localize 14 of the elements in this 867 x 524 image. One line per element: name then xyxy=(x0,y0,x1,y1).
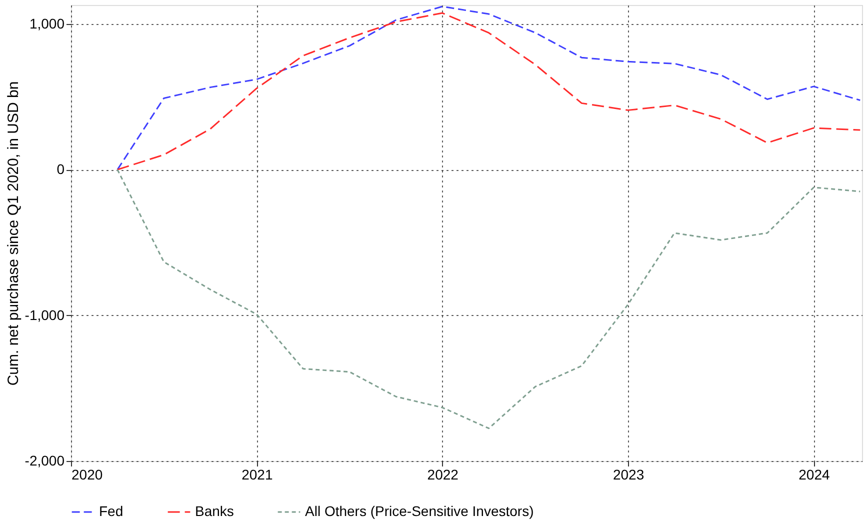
line-series xyxy=(116,168,861,430)
x-tick-label: 2020 xyxy=(72,466,103,482)
y-tick-label: -2,000 xyxy=(24,452,65,468)
legend-label: Fed xyxy=(99,503,124,519)
y-tick-label: 0 xyxy=(56,161,65,178)
x-tick-label: 2022 xyxy=(427,466,459,482)
y-tick-label: -1,000 xyxy=(24,306,65,323)
y-axis-title: Cum. net purchase since Q1 2020, in USD bn xyxy=(4,81,22,386)
x-tick-label: 2023 xyxy=(612,466,644,482)
legend-label: All Others (Price-Sensitive Investors) xyxy=(305,503,534,519)
x-tick-label: 2021 xyxy=(242,466,273,482)
x-tick-label: 2024 xyxy=(798,466,830,482)
legend-label: Banks xyxy=(195,503,234,519)
y-tick-label: 1,000 xyxy=(29,15,65,32)
